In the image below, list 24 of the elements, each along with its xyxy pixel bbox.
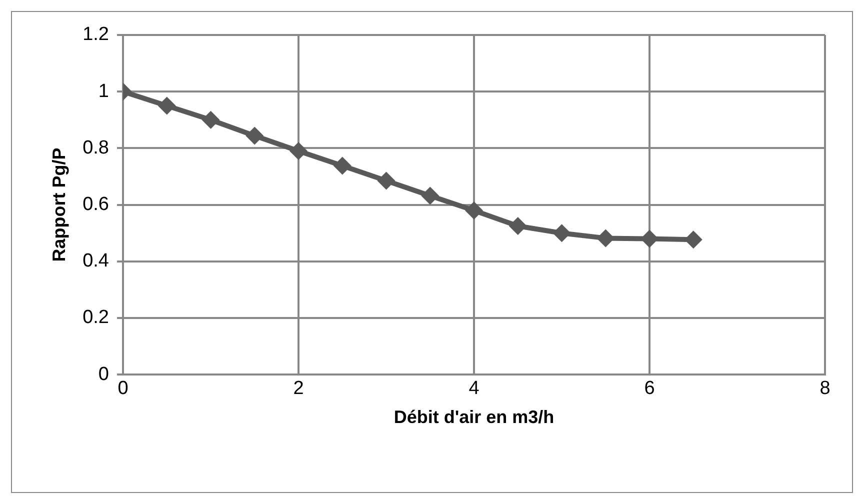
point	[465, 201, 484, 220]
point	[421, 186, 440, 205]
point	[202, 110, 220, 129]
y-tick-label: 0.2	[82, 307, 110, 328]
x-tick-label: 4	[468, 378, 480, 400]
point	[333, 156, 352, 175]
y-tick-label: 1	[98, 80, 110, 102]
x-tick-label: 2	[293, 378, 304, 400]
y-axis-title: Rapport Pg/P	[48, 148, 69, 262]
point	[290, 142, 308, 160]
point	[158, 96, 176, 115]
point	[552, 224, 571, 242]
x-tick-label: 6	[644, 378, 655, 400]
point	[508, 217, 527, 236]
point	[377, 172, 396, 190]
point	[246, 126, 264, 145]
x-axis-title: Débit d'air en m3/h	[394, 407, 554, 428]
x-tick-label: 8	[820, 378, 830, 400]
x-tick-label: 0	[118, 378, 128, 400]
y-tick-label: 0.4	[82, 250, 110, 272]
y-tick-label: 0.6	[82, 194, 110, 216]
y-tick-label: 1.2	[82, 24, 110, 46]
y-tick-label: 0.8	[82, 137, 110, 158]
y-tick-label: 0	[98, 364, 110, 385]
